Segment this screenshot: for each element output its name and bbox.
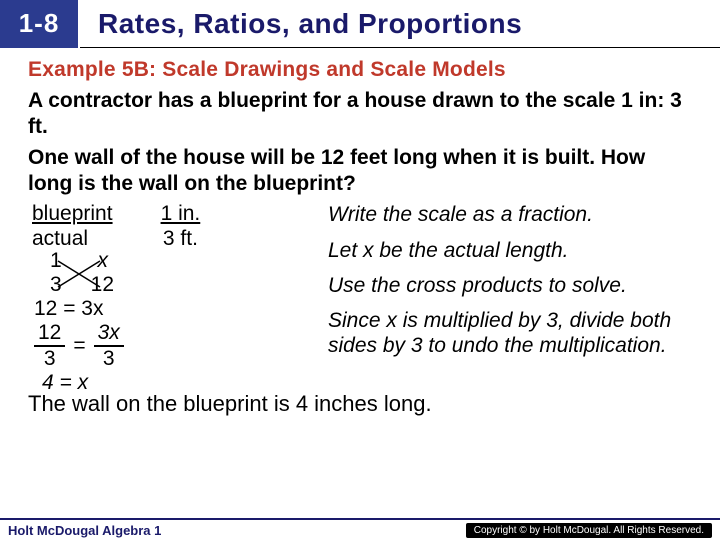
footer-left: Holt McDougal Algebra 1 [8, 523, 161, 538]
cross-tl: 1 [50, 249, 62, 273]
equals-sign: = [73, 334, 85, 358]
explain-2: Let x be the actual length. [328, 238, 692, 263]
div-left-den: 3 [40, 347, 60, 371]
cross-multiply-icon: 1 x 3 12 [44, 249, 114, 297]
scale-fraction-row: blueprint actual 1 in. 3 ft. [28, 202, 328, 250]
div-left-num: 12 [34, 321, 65, 347]
problem-line-1: A contractor has a blueprint for a house… [28, 88, 692, 139]
explanation-column: Write the scale as a fraction. Let x be … [328, 202, 692, 395]
explain-1: Write the scale as a fraction. [328, 202, 692, 227]
scale-numerator: 1 in. [157, 202, 205, 226]
equation-step-1: 12 = 3x [28, 297, 328, 321]
cross-bl: 3 [50, 273, 62, 297]
lesson-badge: 1-8 [0, 0, 80, 48]
cross-mult-row: 1 x 3 12 [28, 249, 328, 297]
ratio-numerator: blueprint [28, 202, 117, 226]
copyright-badge: Copyright © by Holt McDougal. All Rights… [466, 523, 712, 538]
scale-denominator: 3 ft. [159, 227, 202, 251]
worked-solution: blueprint actual 1 in. 3 ft. 1 x [28, 202, 692, 395]
lesson-title: Rates, Ratios, and Proportions [80, 8, 522, 40]
math-column: blueprint actual 1 in. 3 ft. 1 x [28, 202, 328, 395]
cross-tr: x [98, 249, 109, 273]
divide-step: 12 3 = 3x 3 [28, 321, 328, 371]
explain-3: Use the cross products to solve. [328, 273, 692, 298]
header-bar: 1-8 Rates, Ratios, and Proportions [0, 0, 720, 48]
cross-br: 12 [91, 273, 114, 297]
explain-4: Since x is multiplied by 3, divide both … [328, 308, 692, 358]
example-title: Example 5B: Scale Drawings and Scale Mod… [28, 58, 692, 82]
ratio-denominator: actual [28, 227, 92, 251]
slide-content: Example 5B: Scale Drawings and Scale Mod… [0, 48, 720, 417]
div-right-den: 3 [99, 347, 119, 371]
div-right-num: 3x [94, 321, 124, 347]
footer-bar: Holt McDougal Algebra 1 Copyright © by H… [0, 518, 720, 540]
problem-line-2: One wall of the house will be 12 feet lo… [28, 145, 692, 196]
